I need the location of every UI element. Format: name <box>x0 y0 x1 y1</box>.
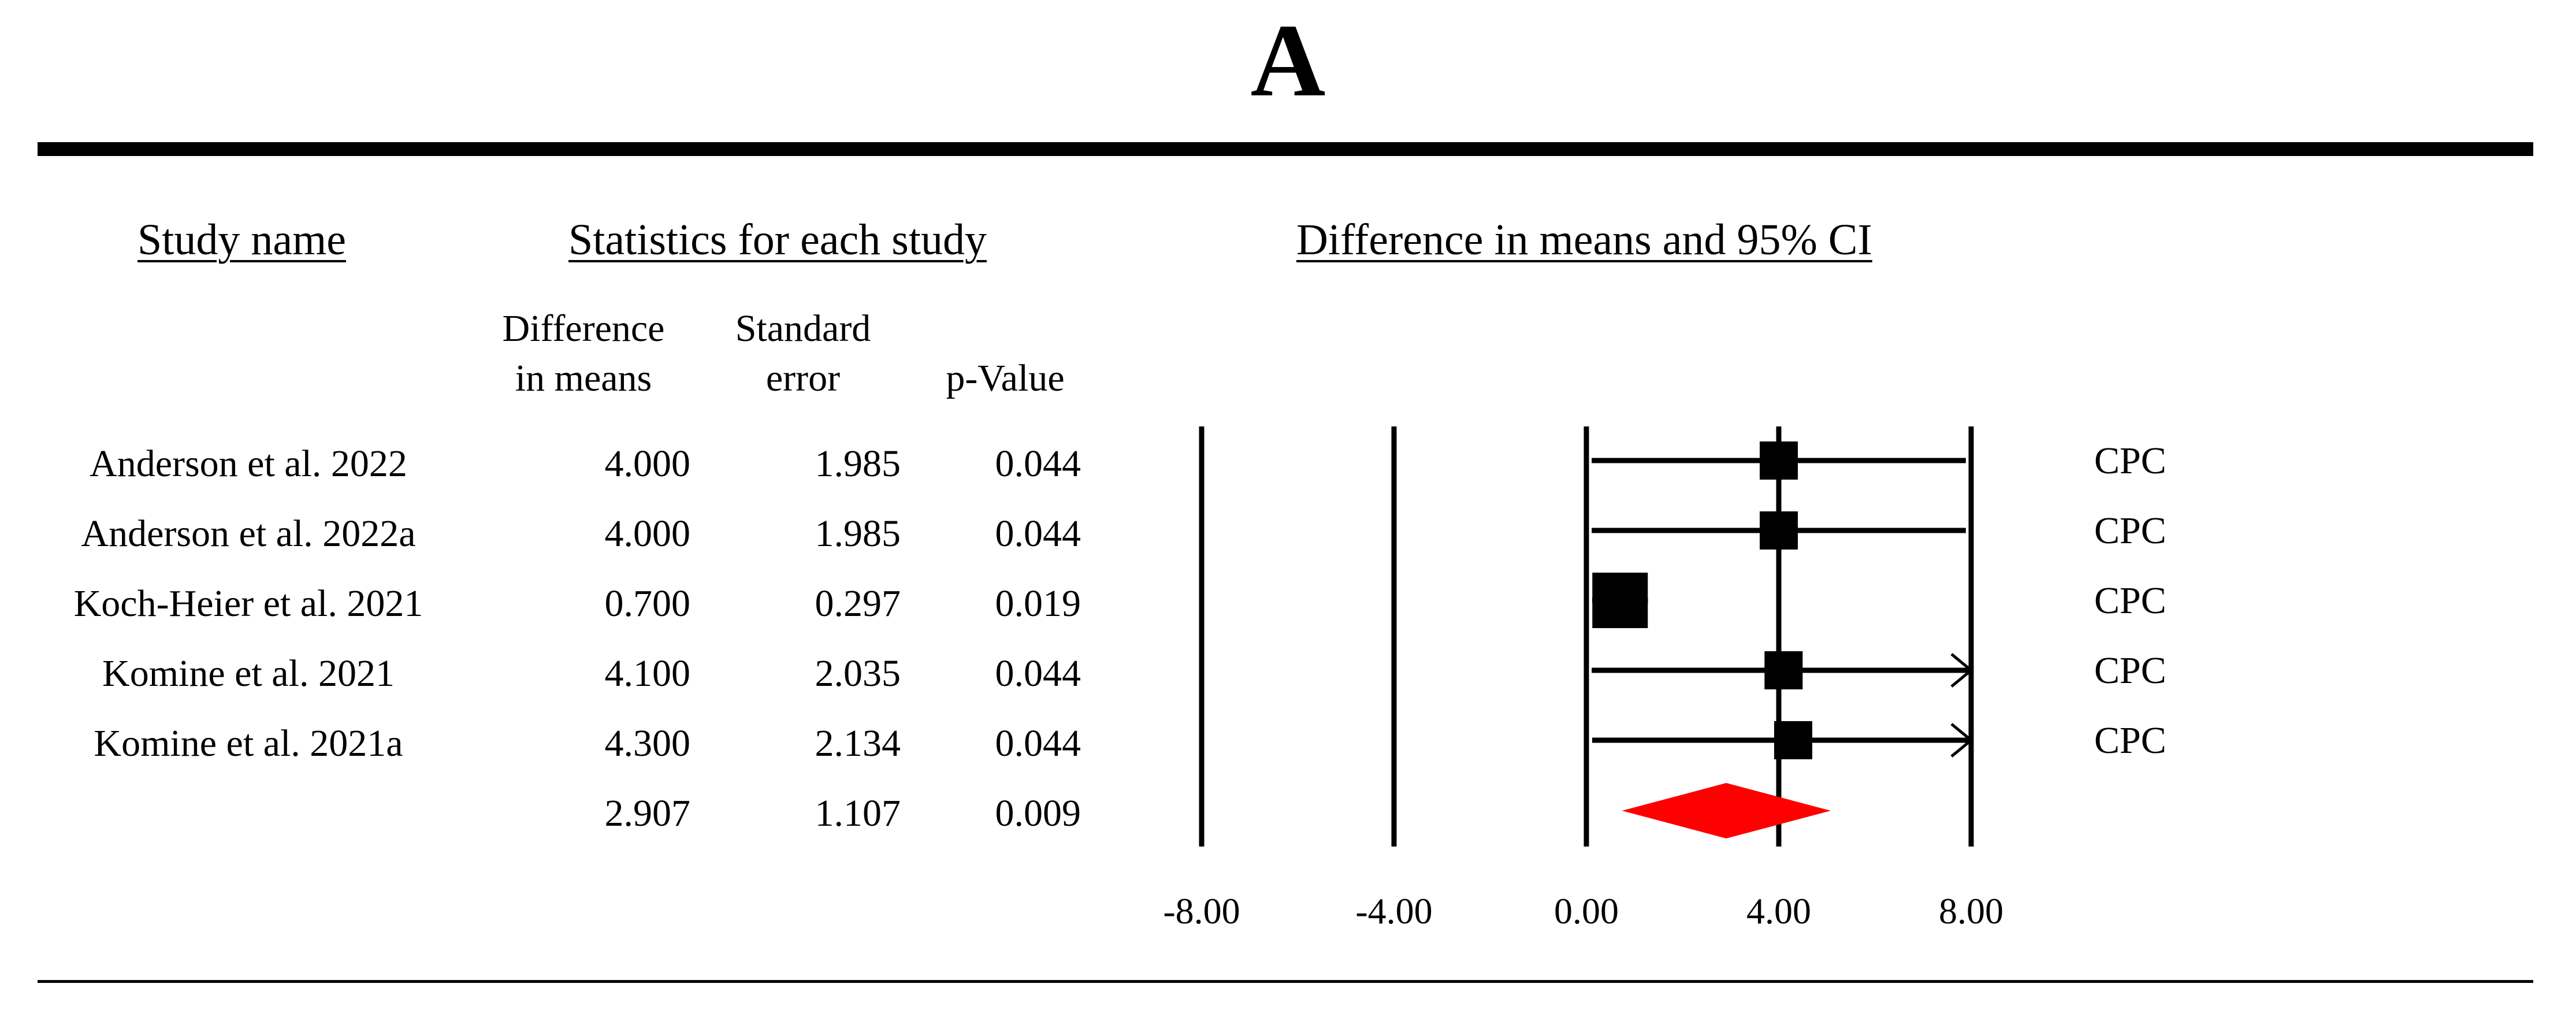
row-diff: 4.300 <box>604 722 691 764</box>
point-estimate <box>1760 441 1798 480</box>
row-study-name: Koch-Heier et al. 2021 <box>73 582 423 625</box>
row-p: 0.044 <box>995 443 1081 485</box>
column-header-p: p-Value <box>946 357 1065 399</box>
column-header-se: Standard error <box>711 304 895 403</box>
row-study-name: Anderson et al. 2022 <box>90 443 407 485</box>
row-group: CPC <box>2094 719 2166 762</box>
ci-arrow <box>1950 723 1973 758</box>
row-study-name: Komine et al. 2021 <box>102 652 395 695</box>
column-header-diff-line2: in means <box>515 357 652 399</box>
point-estimate <box>1592 573 1648 628</box>
x-tick-label: -8.00 <box>1163 890 1240 931</box>
row-se: 1.985 <box>815 443 901 485</box>
row-se: 0.297 <box>815 582 901 625</box>
header-study-name: Study name <box>137 216 346 264</box>
top-rule <box>38 142 2533 156</box>
column-header-se-line2: error <box>765 357 841 399</box>
row-se: 2.035 <box>815 652 901 695</box>
panel-label: A <box>1250 3 1326 118</box>
summary-diff: 2.907 <box>604 792 691 834</box>
x-tick-label: 0.00 <box>1554 890 1619 931</box>
column-header-diff: Difference in means <box>479 304 687 403</box>
row-p: 0.044 <box>995 652 1081 695</box>
row-diff: 0.700 <box>604 582 691 625</box>
row-se: 1.985 <box>815 513 901 555</box>
row-group: CPC <box>2094 510 2166 552</box>
ci-arrow <box>1950 653 1973 688</box>
row-p: 0.044 <box>995 513 1081 555</box>
point-estimate <box>1760 511 1798 550</box>
row-se: 2.134 <box>815 722 901 764</box>
summary-p: 0.009 <box>995 792 1081 834</box>
column-header-diff-line1: Difference <box>502 307 665 350</box>
header-plot: Difference in means and 95% CI <box>1296 216 1872 264</box>
x-tick-label: 4.00 <box>1746 890 1811 931</box>
x-tick-label: -4.00 <box>1355 890 1432 931</box>
row-study-name: Anderson et al. 2022a <box>81 513 416 555</box>
row-study-name: Komine et al. 2021a <box>94 722 403 764</box>
row-p: 0.044 <box>995 722 1081 764</box>
point-estimate <box>1774 721 1812 759</box>
row-diff: 4.100 <box>604 652 691 695</box>
row-group: CPC <box>2094 580 2166 622</box>
x-tick-label: 8.00 <box>1939 890 2003 931</box>
point-estimate <box>1764 651 1803 689</box>
pooled-diamond <box>1622 783 1831 838</box>
row-diff: 4.000 <box>604 443 691 485</box>
summary-se: 1.107 <box>815 792 901 834</box>
header-statistics: Statistics for each study <box>568 216 987 264</box>
column-header-se-line1: Standard <box>735 307 871 350</box>
bottom-rule <box>38 980 2533 983</box>
row-diff: 4.000 <box>604 513 691 555</box>
row-p: 0.019 <box>995 582 1081 625</box>
row-group: CPC <box>2094 649 2166 692</box>
row-group: CPC <box>2094 440 2166 482</box>
